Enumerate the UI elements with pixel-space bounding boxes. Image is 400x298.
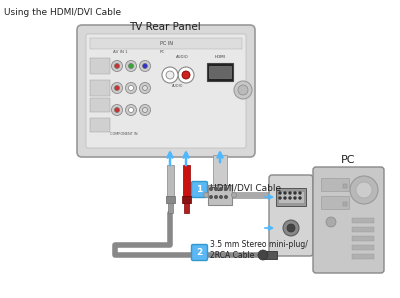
Bar: [352, 245, 374, 250]
Circle shape: [178, 67, 194, 83]
Text: AV IN 1: AV IN 1: [113, 50, 127, 54]
Circle shape: [126, 60, 136, 72]
Bar: [166, 196, 174, 203]
Bar: [321, 196, 349, 209]
Bar: [90, 118, 110, 132]
Circle shape: [114, 63, 120, 69]
Circle shape: [220, 188, 222, 190]
Text: PC IN: PC IN: [160, 41, 172, 46]
Circle shape: [284, 192, 286, 194]
FancyBboxPatch shape: [77, 25, 255, 157]
Bar: [182, 165, 190, 203]
Bar: [90, 80, 110, 96]
FancyBboxPatch shape: [313, 167, 384, 273]
FancyBboxPatch shape: [192, 244, 208, 260]
Bar: [90, 98, 110, 112]
Circle shape: [225, 188, 227, 190]
Circle shape: [128, 108, 134, 113]
Circle shape: [142, 86, 148, 91]
Text: AUDIO: AUDIO: [176, 55, 188, 59]
Bar: [352, 254, 374, 259]
Circle shape: [294, 197, 296, 199]
Bar: [352, 236, 374, 241]
Bar: [90, 38, 242, 49]
Circle shape: [299, 192, 301, 194]
Circle shape: [210, 196, 212, 198]
Circle shape: [142, 108, 148, 113]
Bar: [343, 184, 347, 188]
Bar: [343, 202, 347, 206]
FancyArrowPatch shape: [315, 213, 321, 218]
Circle shape: [299, 197, 301, 199]
Bar: [263, 251, 277, 259]
Circle shape: [279, 197, 281, 199]
Circle shape: [215, 196, 217, 198]
Bar: [209, 66, 231, 78]
Bar: [213, 155, 227, 191]
Circle shape: [220, 196, 222, 198]
Circle shape: [140, 105, 150, 116]
Circle shape: [234, 81, 252, 99]
Circle shape: [114, 86, 120, 91]
Text: TV Rear Panel: TV Rear Panel: [129, 22, 201, 32]
Circle shape: [128, 63, 134, 69]
Circle shape: [258, 250, 268, 260]
Circle shape: [140, 60, 150, 72]
Circle shape: [112, 105, 122, 116]
Circle shape: [289, 192, 291, 194]
Bar: [352, 227, 374, 232]
Text: PC: PC: [341, 155, 356, 165]
Bar: [90, 58, 110, 74]
FancyBboxPatch shape: [86, 34, 246, 148]
Text: 2: 2: [196, 248, 203, 257]
Circle shape: [289, 197, 291, 199]
Text: HDMI: HDMI: [215, 55, 225, 59]
Bar: [352, 218, 374, 223]
Text: PC: PC: [159, 50, 165, 54]
Circle shape: [162, 67, 178, 83]
Circle shape: [140, 83, 150, 94]
Circle shape: [356, 182, 372, 198]
Circle shape: [182, 71, 190, 79]
Text: Using the HDMI/DVI Cable: Using the HDMI/DVI Cable: [4, 8, 121, 17]
FancyBboxPatch shape: [192, 181, 208, 198]
Circle shape: [350, 176, 378, 204]
Circle shape: [142, 63, 148, 69]
Bar: [276, 188, 306, 206]
Text: COMPONENT IN: COMPONENT IN: [110, 132, 138, 136]
Text: AUDIO: AUDIO: [172, 84, 184, 88]
Bar: [166, 165, 174, 203]
Bar: [184, 203, 188, 213]
Circle shape: [204, 193, 208, 198]
Circle shape: [284, 197, 286, 199]
Circle shape: [126, 105, 136, 116]
Bar: [182, 196, 190, 203]
Circle shape: [126, 83, 136, 94]
Circle shape: [287, 224, 295, 232]
Circle shape: [128, 86, 134, 91]
Circle shape: [238, 85, 248, 95]
FancyBboxPatch shape: [269, 175, 313, 256]
Circle shape: [283, 220, 299, 236]
Circle shape: [294, 192, 296, 194]
Text: 1: 1: [196, 185, 203, 194]
Circle shape: [166, 71, 174, 79]
Circle shape: [326, 217, 336, 227]
Text: 3.5 mm Stereo mini-plug/
2RCA Cable: 3.5 mm Stereo mini-plug/ 2RCA Cable: [210, 240, 308, 260]
Bar: [207, 63, 233, 81]
Bar: [321, 178, 349, 191]
Circle shape: [112, 83, 122, 94]
Text: HDMI/DVI Cable: HDMI/DVI Cable: [210, 184, 281, 193]
Bar: [168, 203, 172, 213]
Circle shape: [215, 188, 217, 190]
Circle shape: [210, 188, 212, 190]
Bar: [278, 191, 304, 203]
Circle shape: [114, 108, 120, 113]
Circle shape: [112, 60, 122, 72]
Circle shape: [225, 196, 227, 198]
Circle shape: [232, 193, 236, 198]
Circle shape: [279, 192, 281, 194]
Bar: [208, 185, 232, 205]
